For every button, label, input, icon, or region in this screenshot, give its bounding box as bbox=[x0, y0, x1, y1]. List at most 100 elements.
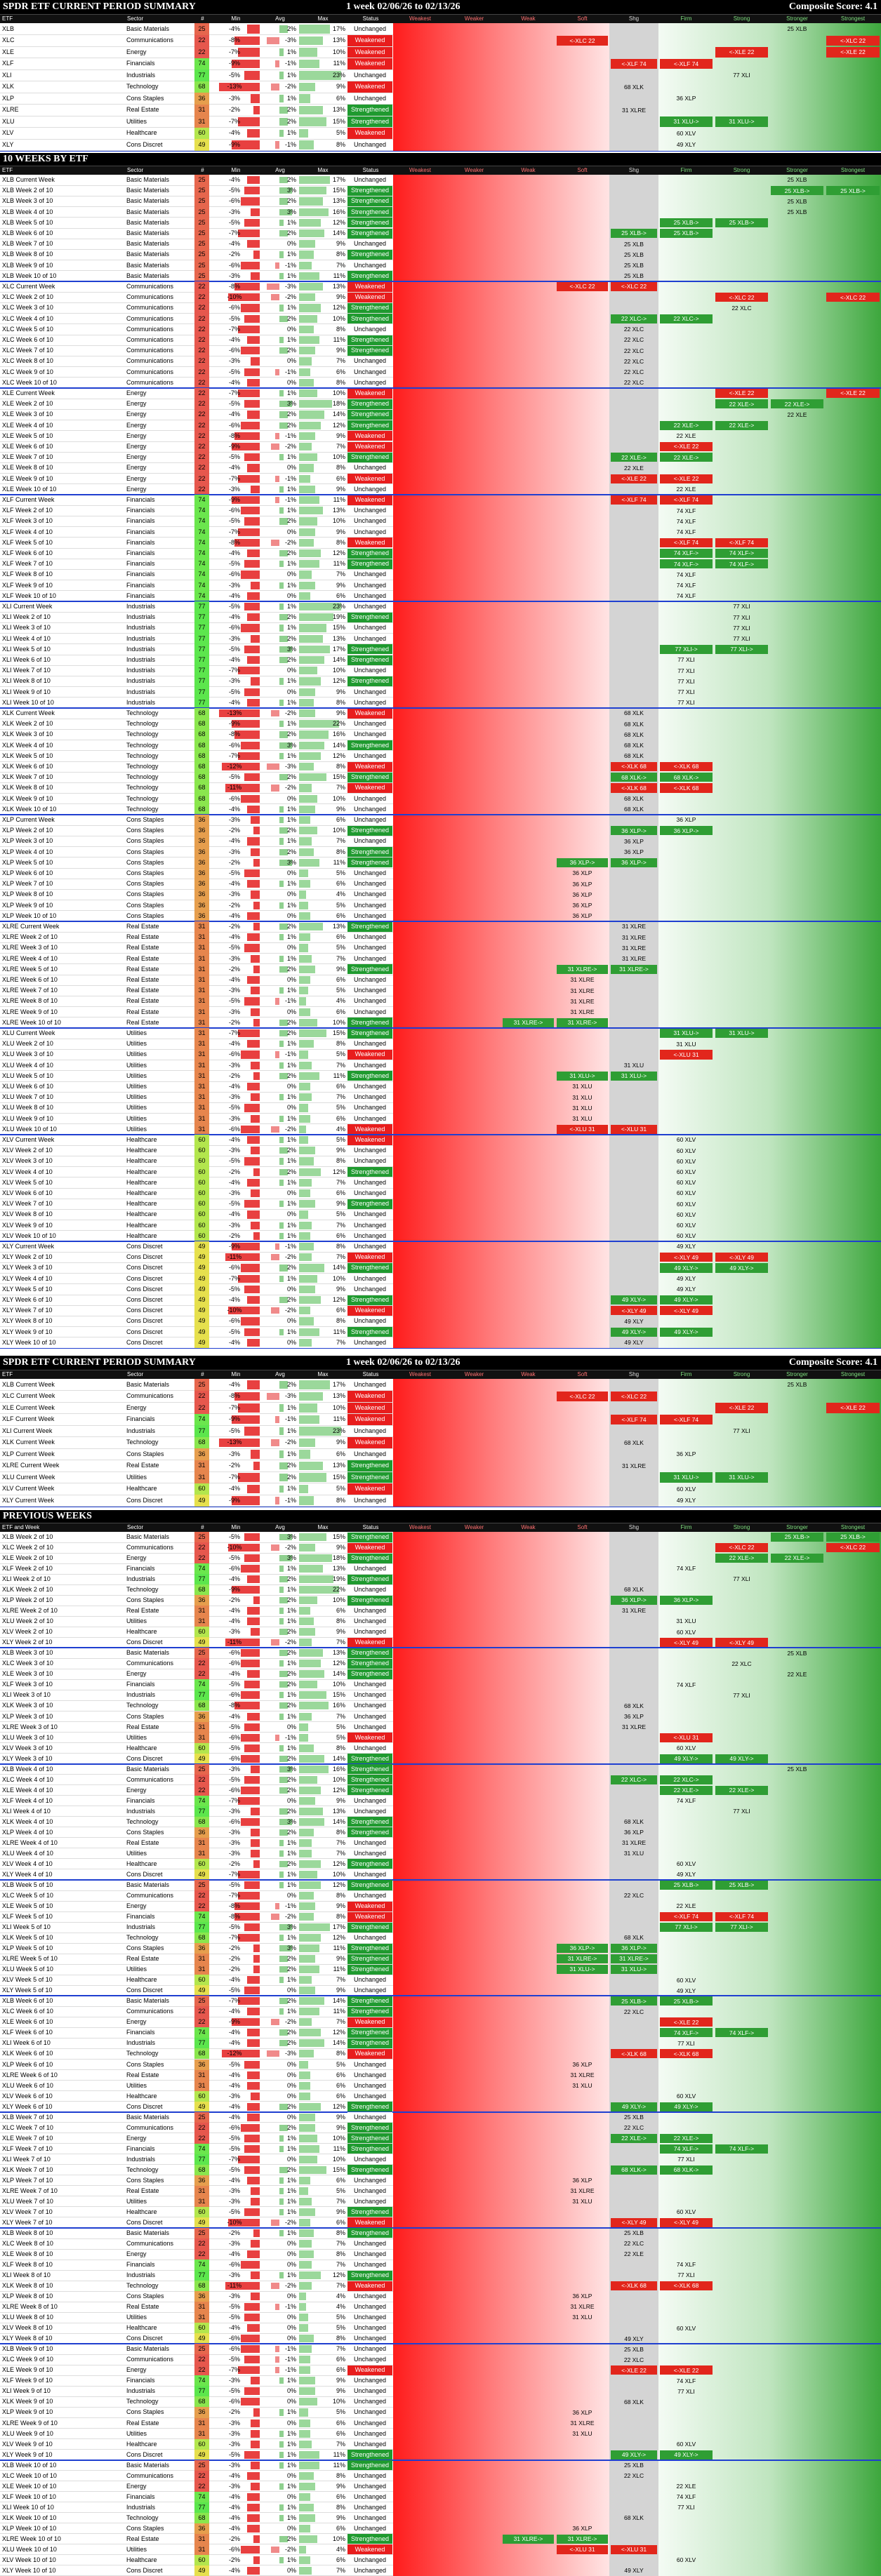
min-bar bbox=[250, 1628, 260, 1636]
rating-tag: 68 XLK-> bbox=[611, 773, 657, 782]
max-bar bbox=[299, 176, 331, 185]
status: Weakened bbox=[347, 35, 392, 46]
rating-tag: <-XLC 22 bbox=[826, 293, 880, 302]
max-bar bbox=[299, 1691, 326, 1700]
column-header: ETF bbox=[2, 1370, 13, 1377]
count: 49 bbox=[194, 1326, 209, 1337]
min-value: -7% bbox=[228, 1796, 240, 1804]
min-value: -3% bbox=[228, 1008, 240, 1015]
min-value: -2% bbox=[228, 827, 240, 834]
status: Strengthened bbox=[347, 548, 392, 559]
etf-label: XLU Week 2 of 10 bbox=[2, 1040, 53, 1048]
rating-tag: 36 XLP bbox=[572, 2177, 592, 2184]
sector: Financials bbox=[126, 1415, 155, 1423]
rating-tag: <-XLF 74 bbox=[611, 1414, 657, 1424]
status: Strengthened bbox=[347, 1071, 392, 1081]
min-bar bbox=[247, 2071, 260, 2079]
status: Unchanged bbox=[347, 591, 392, 601]
max-value: 22% bbox=[332, 1586, 345, 1594]
min-bar bbox=[250, 485, 260, 493]
sector: Communications bbox=[126, 336, 174, 344]
max-value: 11% bbox=[333, 1415, 345, 1423]
rating-header: Strong bbox=[733, 1370, 750, 1377]
avg-value: 2% bbox=[286, 229, 296, 237]
rating-tag: 49 XLY-> bbox=[660, 1295, 713, 1305]
rating-tag: 74 XLF bbox=[676, 581, 696, 589]
status: Strengthened bbox=[347, 2123, 392, 2133]
count: 25 bbox=[194, 228, 209, 239]
rating-header: Weakest bbox=[409, 1370, 431, 1377]
etf-label: XLP Week 5 of 10 bbox=[2, 1944, 53, 1952]
count: 31 bbox=[194, 1039, 209, 1050]
max-bar bbox=[299, 1786, 322, 1794]
min-value: -9% bbox=[228, 1243, 240, 1250]
max-value: 7% bbox=[336, 954, 345, 962]
section-title-bar bbox=[0, 153, 881, 166]
status: Weakened bbox=[347, 2017, 392, 2027]
max-bar bbox=[299, 421, 322, 429]
sector: Basic Materials bbox=[126, 1649, 170, 1657]
sector: Healthcare bbox=[126, 1189, 157, 1197]
min-value: -6% bbox=[228, 2545, 240, 2553]
min-value: -11% bbox=[227, 1253, 242, 1261]
rating-tag: 31 XLRE bbox=[570, 987, 595, 994]
avg-value: 1% bbox=[286, 1849, 296, 1857]
min-bar bbox=[247, 2250, 260, 2259]
min-value: -7% bbox=[228, 667, 240, 674]
max-value: 12% bbox=[332, 1934, 345, 1942]
min-value: -6% bbox=[228, 741, 240, 749]
etf-label: XLI Week 9 of 10 bbox=[2, 2387, 51, 2395]
etf-label: XLI Week 8 of 10 bbox=[2, 677, 51, 685]
max-bar bbox=[299, 1136, 308, 1144]
sector: Cons Staples bbox=[126, 912, 164, 919]
max-bar bbox=[299, 1264, 325, 1272]
count: 49 bbox=[194, 2101, 209, 2112]
avg-value: 1% bbox=[286, 2450, 296, 2458]
etf-label: XLU Week 6 of 10 bbox=[2, 2081, 53, 2089]
max-bar bbox=[299, 2113, 316, 2121]
rating-tag: <-XLK 68 bbox=[660, 2281, 713, 2291]
max-bar bbox=[299, 2208, 316, 2216]
etf-label: XLK Week 2 of 10 bbox=[2, 1586, 53, 1594]
count: 74 bbox=[194, 2027, 209, 2038]
sector: Industrials bbox=[126, 1691, 156, 1699]
rating-tag: 22 XLE-> bbox=[660, 420, 713, 430]
rating-tag: 36 XLP bbox=[572, 869, 592, 877]
sector: Real Estate bbox=[126, 1018, 159, 1026]
avg-value: 0% bbox=[286, 2250, 296, 2258]
max-bar bbox=[299, 698, 314, 707]
max-bar bbox=[299, 656, 325, 665]
status: Unchanged bbox=[347, 1890, 392, 1901]
avg-value: 1% bbox=[286, 1427, 296, 1434]
status: Unchanged bbox=[347, 1606, 392, 1616]
avg-value: -3% bbox=[284, 1392, 296, 1400]
count: 49 bbox=[194, 1753, 209, 1764]
min-value: -7% bbox=[228, 1892, 240, 1900]
min-bar bbox=[250, 2197, 260, 2205]
rating-tag: 36 XLP-> bbox=[557, 857, 608, 867]
min-value: -9% bbox=[228, 140, 240, 148]
sector: Communications bbox=[126, 36, 174, 44]
avg-value: 3% bbox=[286, 1944, 296, 1952]
avg-bar bbox=[279, 1041, 284, 1048]
max-value: 6% bbox=[336, 2492, 345, 2500]
rating-header: Weakest bbox=[409, 166, 431, 173]
etf-label: XLI Week 4 of 10 bbox=[2, 1807, 51, 1815]
rating-tag: 77 XLI-> bbox=[715, 644, 768, 654]
min-bar bbox=[250, 1147, 260, 1155]
sector: Communications bbox=[126, 304, 174, 312]
max-bar bbox=[299, 944, 308, 952]
avg-value: 0% bbox=[286, 1008, 296, 1015]
avg-value: 1% bbox=[286, 2514, 296, 2521]
etf-label: XLY Week 2 of 10 bbox=[2, 1639, 53, 1646]
avg-value: 0% bbox=[286, 2060, 296, 2068]
max-value: 14% bbox=[332, 1264, 345, 1272]
max-bar bbox=[299, 1061, 312, 1069]
count: 31 bbox=[194, 2544, 209, 2555]
sector: Energy bbox=[126, 1403, 147, 1411]
min-value: -5% bbox=[228, 1427, 240, 1434]
min-value: -3% bbox=[228, 1221, 240, 1229]
sector: Communications bbox=[126, 283, 174, 291]
etf-label: XLP Week 2 of 10 bbox=[2, 1596, 53, 1604]
max-bar bbox=[299, 1955, 316, 1963]
